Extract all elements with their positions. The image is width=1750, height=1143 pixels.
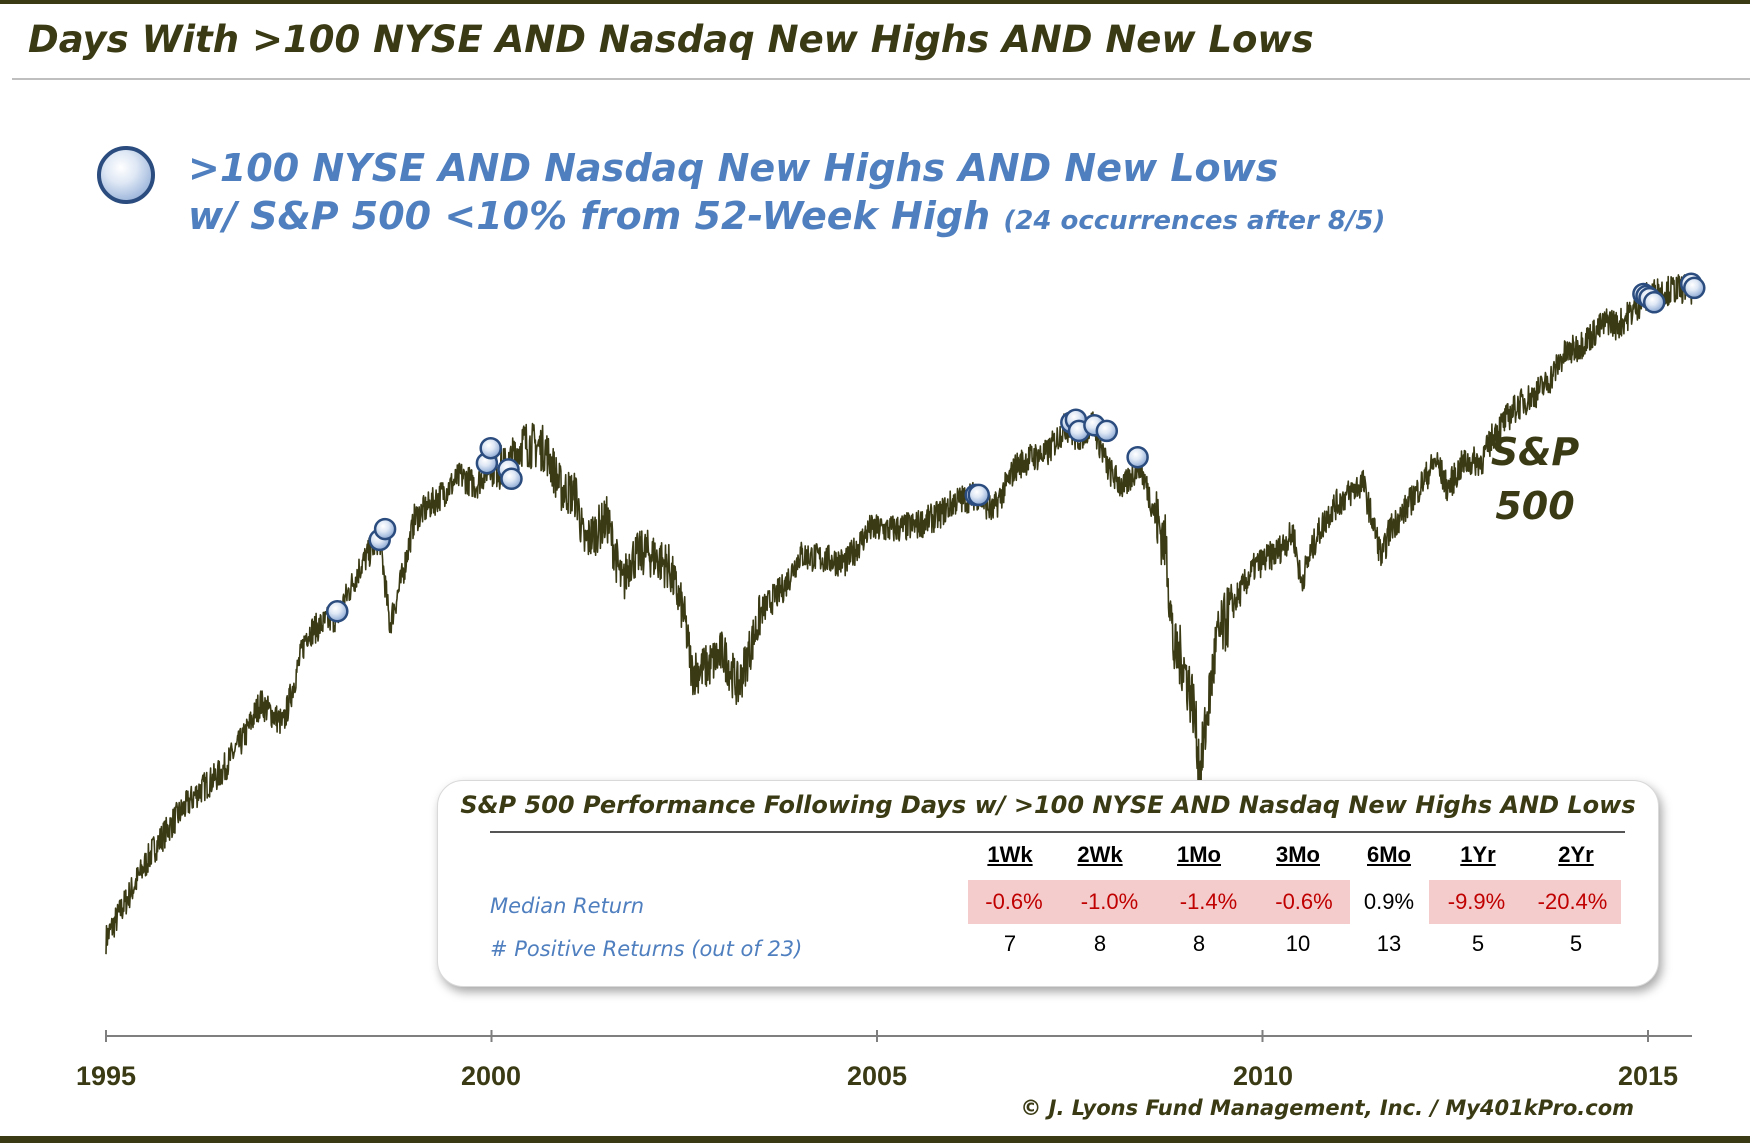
signal-marker (479, 436, 502, 460)
x-tick-label-2000: 2000 (460, 1061, 522, 1091)
signal-marker (500, 467, 523, 491)
table-title: S&P 500 Performance Following Days w/ >1… (460, 791, 1636, 819)
column-header-6mo: 6Mo (1367, 842, 1411, 867)
signal-marker (1095, 419, 1119, 443)
series-label-line-1: S&P (1490, 430, 1580, 474)
signal-marker (326, 600, 349, 623)
median-return-3mo: -0.6% (1258, 880, 1350, 924)
column-header-2wk: 2Wk (1077, 842, 1123, 867)
blue-circle-marker-icon (97, 146, 155, 204)
column-header-3mo: 3Mo (1276, 842, 1320, 867)
positive-returns-3mo: 10 (1285, 931, 1311, 956)
x-tick-label-2015: 2015 (1617, 1061, 1679, 1091)
signal-marker (373, 517, 397, 541)
legend-line-1: >100 NYSE AND Nasdaq New Highs AND New L… (188, 146, 1279, 190)
series-label: S&P 500 (1440, 425, 1630, 533)
signal-marker (1126, 445, 1149, 469)
signal-marker (1683, 276, 1706, 300)
x-tick-label-2005: 2005 (846, 1061, 908, 1091)
table-title-divider (490, 831, 1625, 833)
column-header-1wk: 1Wk (987, 842, 1033, 867)
median-return-2wk: -1.0% (1060, 880, 1159, 924)
positive-returns-1wk: 7 (1003, 931, 1017, 956)
column-header-1yr: 1Yr (1460, 842, 1496, 867)
positive-returns-1mo: 8 (1192, 931, 1206, 956)
x-tick-label-2010: 2010 (1232, 1061, 1294, 1091)
signal-marker (1642, 291, 1666, 314)
median-return-1yr: -9.9% (1429, 880, 1524, 924)
copyright-notice: © J. Lyons Fund Management, Inc. / My401… (1020, 1096, 1634, 1120)
title-divider (12, 78, 1750, 80)
positive-returns-2yr: 5 (1569, 931, 1583, 956)
median-return-1mo: -1.4% (1159, 880, 1258, 924)
series-label-line-2: 500 (1495, 484, 1575, 528)
legend-line-2: w/ S&P 500 <10% from 52-Week High (24 oc… (188, 194, 1385, 238)
page-title: Days With >100 NYSE AND Nasdaq New Highs… (28, 18, 1314, 61)
sp500-price-line (105, 273, 1696, 955)
column-header-2yr: 2Yr (1558, 842, 1594, 867)
positive-returns-6mo: 13 (1376, 931, 1402, 956)
legend-line-2-text: w/ S&P 500 <10% from 52-Week High (188, 194, 991, 238)
median-return-6mo: 0.9% (1363, 889, 1415, 914)
median-return-2yr: -20.4% (1524, 880, 1621, 924)
row-label-median-return: Median Return (490, 894, 645, 918)
signal-marker (967, 483, 991, 507)
median-return-1wk: -0.6% (968, 880, 1060, 924)
performance-table: S&P 500 Performance Following Days w/ >1… (437, 780, 1659, 987)
column-header-1mo: 1Mo (1177, 842, 1221, 867)
positive-returns-2wk: 8 (1093, 931, 1107, 956)
bottom-border (0, 1136, 1750, 1143)
row-label-positive-returns: # Positive Returns (out of 23) (490, 937, 803, 961)
positive-returns-1yr: 5 (1471, 931, 1485, 956)
legend-occurrences-note: (24 occurrences after 8/5) (1003, 206, 1386, 236)
x-tick-label-1995: 1995 (75, 1061, 137, 1091)
top-border (0, 0, 1750, 4)
